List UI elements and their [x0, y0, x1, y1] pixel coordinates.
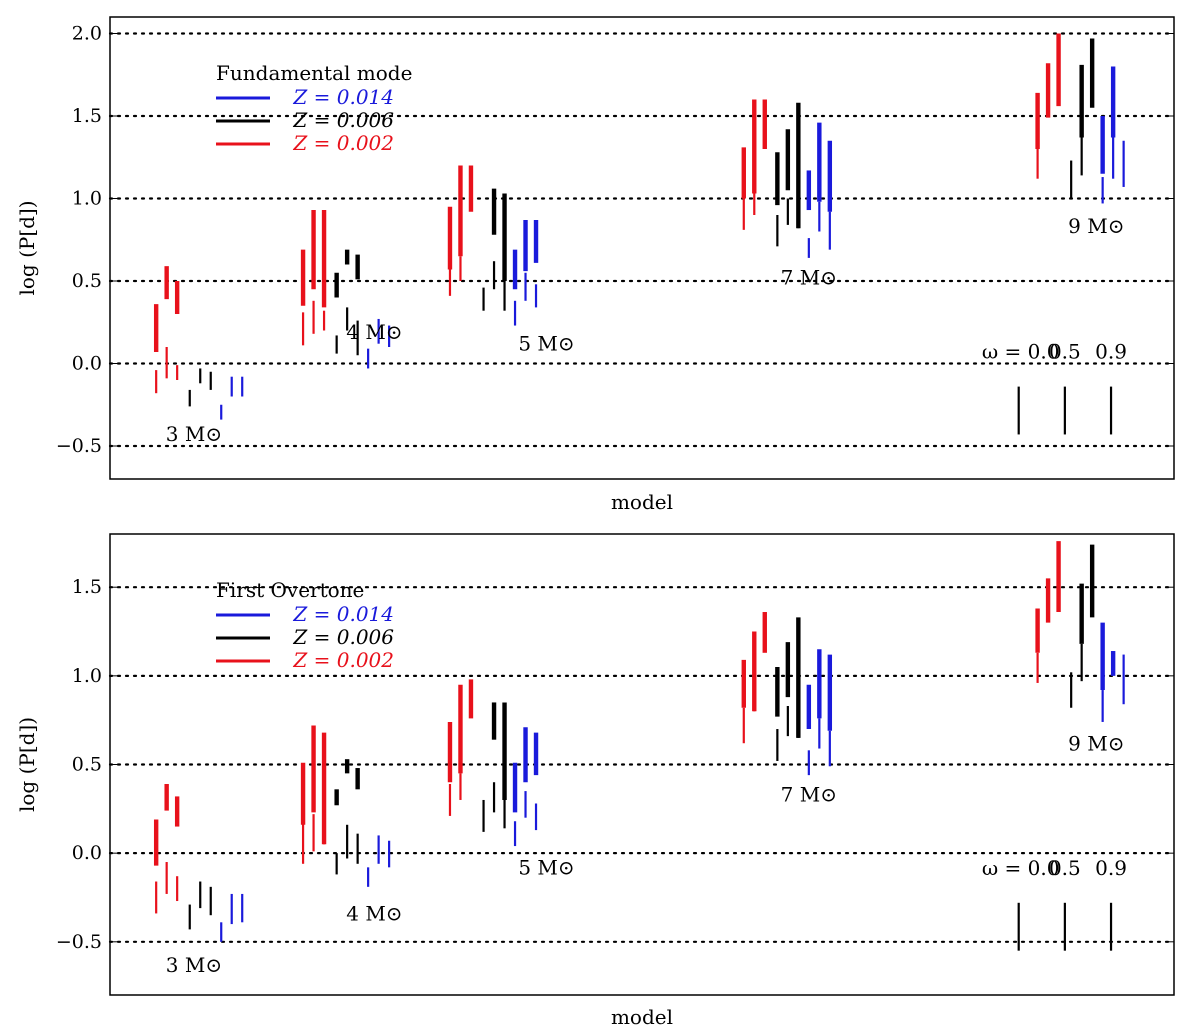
mass-label: 9 M⊙ [1068, 731, 1124, 755]
y-tick-label: −0.5 [56, 931, 102, 953]
mass-label: 3 M⊙ [166, 953, 222, 977]
y-tick-label: 1.5 [72, 576, 102, 598]
y-tick-label: 1.0 [72, 665, 102, 687]
x-axis-label: model [611, 1005, 673, 1029]
series-segments [153, 33, 1125, 420]
mass-label: 5 M⊙ [518, 855, 574, 879]
omega-label: 0.9 [1095, 856, 1127, 880]
y-tick-label: 1.0 [72, 188, 102, 210]
legend-title: First Overtone [216, 578, 364, 602]
mass-label: 9 M⊙ [1068, 214, 1124, 238]
y-tick-label: 0.0 [72, 842, 102, 864]
y-tick-label: 0.5 [72, 270, 102, 292]
mass-label: 5 M⊙ [518, 331, 574, 355]
legend-title: Fundamental mode [216, 61, 412, 85]
mass-label: 7 M⊙ [781, 265, 837, 289]
omega-label: ω = 0.0 [982, 340, 1060, 364]
y-tick-label: 0.0 [72, 353, 102, 375]
omega-label: 0.5 [1049, 340, 1081, 364]
mass-label: 7 M⊙ [781, 783, 837, 807]
y-axis-label: log (P[d]) [15, 717, 39, 812]
mass-label: 3 M⊙ [166, 422, 222, 446]
y-tick-label: 1.5 [72, 105, 102, 127]
mass-label: 4 M⊙ [346, 320, 402, 344]
x-axis-label: model [611, 490, 673, 514]
legend-label: Z = 0.014 [292, 602, 394, 626]
y-axis-label: log (P[d]) [15, 200, 39, 295]
y-tick-label: 0.5 [72, 754, 102, 776]
omega-reference: ω = 0.00.5 0.9 [982, 856, 1127, 951]
omega-reference: ω = 0.00.5 0.9 [982, 340, 1127, 435]
y-tick-label: 2.0 [72, 23, 102, 45]
series-segments [153, 541, 1125, 942]
legend-label: Z = 0.002 [292, 131, 394, 155]
legend-label: Z = 0.006 [292, 625, 394, 649]
panel-1: −0.5 0.0 0.5 1.0 1.5 2.0 model log (P[d]) ω = 0.… [15, 16, 1176, 514]
gridlines [108, 32, 1176, 448]
legend-label: Z = 0.006 [292, 108, 394, 132]
omega-label: 0.9 [1095, 340, 1127, 364]
y-tick-label: −0.5 [56, 435, 102, 457]
legend-label: Z = 0.014 [292, 85, 394, 109]
plot-frame [109, 533, 1175, 996]
plot-frame [109, 16, 1175, 480]
omega-label: 0.5 [1049, 856, 1081, 880]
gridlines [108, 586, 1176, 943]
legend-label: Z = 0.002 [292, 648, 394, 672]
omega-label: ω = 0.0 [982, 856, 1060, 880]
mass-label: 4 M⊙ [346, 902, 402, 926]
